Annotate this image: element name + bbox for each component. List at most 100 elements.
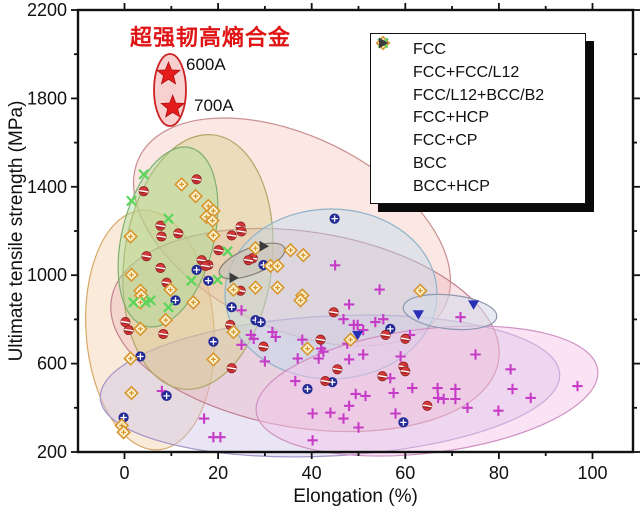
data-point xyxy=(302,383,313,395)
series-fcc-hcp xyxy=(352,300,480,341)
legend-item-fcc-hcp: FCC+HCP xyxy=(377,39,577,129)
star-highlight-ellipse xyxy=(153,53,187,127)
data-point xyxy=(438,393,449,405)
data-point xyxy=(270,258,285,274)
data-point xyxy=(297,334,308,345)
data-point xyxy=(332,364,343,375)
data-point xyxy=(229,272,239,284)
data-point xyxy=(208,336,219,347)
legend-label: FCC+HCP xyxy=(413,109,490,127)
x-tick-label: 100 xyxy=(577,463,607,483)
data-point xyxy=(170,295,181,306)
data-point xyxy=(407,382,418,394)
data-point xyxy=(133,321,148,337)
data-point xyxy=(572,380,583,392)
star-label-600a: 600A xyxy=(186,55,226,74)
data-point xyxy=(158,312,174,328)
data-point xyxy=(226,324,241,340)
legend-item-fcc: FCC xyxy=(377,37,577,61)
data-point xyxy=(163,213,174,224)
data-point xyxy=(186,275,197,287)
data-point xyxy=(248,280,263,295)
data-point xyxy=(205,213,220,228)
data-point xyxy=(128,297,139,308)
data-point xyxy=(450,383,461,395)
data-point xyxy=(432,392,444,404)
data-point xyxy=(138,186,149,197)
data-point xyxy=(126,195,137,207)
y-axis-title: Ultimate tensile strength (MPa) xyxy=(6,100,27,362)
data-point xyxy=(329,260,341,271)
data-point xyxy=(307,408,318,419)
data-point xyxy=(236,305,247,316)
data-point xyxy=(360,390,371,402)
data-point xyxy=(329,213,340,224)
data-point xyxy=(226,302,237,313)
legend-label: FCC+CP xyxy=(413,132,478,150)
data-point xyxy=(155,262,166,273)
y-tick-label: 1800 xyxy=(27,88,67,108)
triangle-right-marker-icon xyxy=(379,37,413,196)
series-fcc-cp xyxy=(114,177,428,440)
legend-item-bcc: BCC xyxy=(377,37,577,175)
star-icon xyxy=(156,61,181,85)
data-point xyxy=(328,307,339,318)
data-point xyxy=(174,177,189,192)
data-point xyxy=(455,312,466,323)
data-point xyxy=(352,319,363,331)
data-point xyxy=(343,354,355,365)
data-point xyxy=(226,363,237,374)
data-point xyxy=(352,330,364,341)
series-bcc xyxy=(126,169,233,313)
data-point xyxy=(145,295,157,306)
data-point xyxy=(313,353,324,364)
data-point xyxy=(158,328,169,340)
data-point xyxy=(259,356,271,367)
legend-label: FCC/L12+BCC/B2 xyxy=(413,86,545,104)
data-point xyxy=(462,402,473,413)
data-point xyxy=(293,293,308,308)
data-point xyxy=(222,245,233,257)
data-point xyxy=(243,255,254,266)
data-point xyxy=(185,295,201,310)
data-point xyxy=(350,388,361,400)
data-point xyxy=(358,324,369,336)
data-point xyxy=(283,242,298,258)
data-point xyxy=(248,333,259,344)
data-point xyxy=(398,417,409,428)
data-point xyxy=(124,267,139,283)
legend-item-fcc-fcc-l12: FCC+FCC/L12 xyxy=(378,38,577,84)
data-point xyxy=(161,390,172,401)
data-point xyxy=(450,393,461,405)
data-point xyxy=(123,324,134,336)
legend-label: BCC xyxy=(413,154,447,172)
y-tick-label: 1400 xyxy=(27,177,67,197)
data-point xyxy=(255,317,266,328)
triangle-down-marker-icon xyxy=(377,39,413,127)
data-point xyxy=(138,169,150,180)
data-point xyxy=(468,300,480,310)
data-point xyxy=(270,280,285,295)
data-point xyxy=(505,364,516,375)
series-fcc xyxy=(156,260,583,446)
regions-layer xyxy=(85,53,599,458)
y-tick-label: 600 xyxy=(37,354,67,374)
data-point xyxy=(203,275,214,286)
data-point xyxy=(124,385,139,401)
data-point xyxy=(315,334,326,345)
legend-label: FCC+FCC/L12 xyxy=(413,64,520,82)
data-point xyxy=(191,174,202,185)
data-point xyxy=(400,333,411,344)
data-point xyxy=(226,282,241,297)
data-point xyxy=(270,331,281,343)
data-point xyxy=(493,405,504,416)
data-point xyxy=(123,229,138,244)
data-point xyxy=(353,422,364,433)
axes-layer: 0 20 40 60 80 100 200 600 1000 1400 1800 2200 xyxy=(27,0,640,483)
data-point xyxy=(116,424,131,440)
circle-plus-marker-icon xyxy=(378,38,413,82)
data-point xyxy=(388,387,399,399)
series-bcc-hcp xyxy=(229,240,269,284)
data-point xyxy=(320,376,331,387)
